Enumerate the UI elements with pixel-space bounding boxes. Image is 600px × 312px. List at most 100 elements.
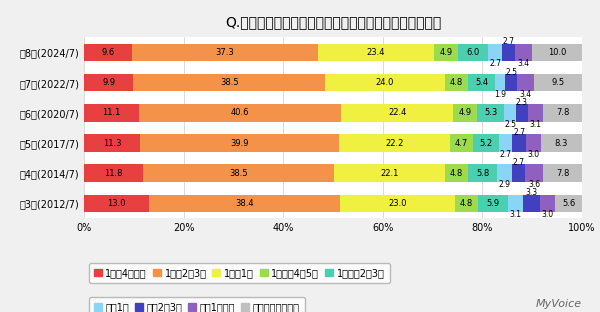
- Bar: [469, 74, 496, 91]
- Text: 23.4: 23.4: [367, 48, 385, 57]
- Text: 24.0: 24.0: [376, 78, 394, 87]
- Text: 3.4: 3.4: [520, 90, 532, 99]
- Bar: [84, 134, 140, 152]
- Text: 11.8: 11.8: [104, 169, 122, 178]
- Text: 4.9: 4.9: [440, 48, 453, 57]
- Bar: [140, 134, 339, 152]
- Text: 3.1: 3.1: [509, 210, 521, 219]
- Bar: [523, 195, 539, 212]
- Text: 22.4: 22.4: [388, 108, 406, 117]
- Text: 4.8: 4.8: [460, 199, 473, 208]
- Bar: [340, 195, 455, 212]
- Text: 2.7: 2.7: [489, 60, 501, 68]
- Bar: [339, 134, 449, 152]
- Text: 9.9: 9.9: [102, 78, 115, 87]
- Bar: [508, 195, 523, 212]
- Text: 40.6: 40.6: [231, 108, 250, 117]
- Bar: [515, 44, 532, 61]
- Bar: [517, 74, 534, 91]
- Bar: [434, 44, 458, 61]
- Text: 13.0: 13.0: [107, 199, 125, 208]
- Bar: [497, 164, 512, 182]
- Text: 4.8: 4.8: [450, 78, 463, 87]
- Bar: [526, 134, 541, 152]
- Bar: [133, 74, 325, 91]
- Bar: [84, 44, 132, 61]
- Text: 2.7: 2.7: [512, 158, 524, 167]
- Bar: [445, 164, 469, 182]
- Text: 11.3: 11.3: [103, 139, 121, 148]
- Bar: [554, 195, 583, 212]
- Text: 5.3: 5.3: [484, 108, 497, 117]
- Text: 3.6: 3.6: [528, 180, 540, 189]
- Bar: [512, 134, 526, 152]
- Text: 38.5: 38.5: [220, 78, 238, 87]
- Bar: [149, 195, 340, 212]
- Text: 1.9: 1.9: [494, 90, 506, 99]
- Text: 3.4: 3.4: [518, 60, 530, 68]
- Text: 3.0: 3.0: [527, 150, 539, 159]
- Bar: [449, 134, 473, 152]
- Text: 3.3: 3.3: [526, 188, 538, 197]
- Bar: [473, 134, 499, 152]
- Bar: [458, 44, 488, 61]
- Text: 23.0: 23.0: [388, 199, 406, 208]
- Bar: [84, 74, 133, 91]
- Bar: [132, 44, 317, 61]
- Text: 22.1: 22.1: [380, 169, 399, 178]
- Text: 7.8: 7.8: [556, 108, 569, 117]
- Bar: [543, 104, 582, 122]
- Text: 4.9: 4.9: [458, 108, 472, 117]
- Text: 5.4: 5.4: [475, 78, 488, 87]
- Text: 7.8: 7.8: [556, 169, 569, 178]
- Bar: [143, 164, 334, 182]
- Bar: [317, 44, 434, 61]
- Text: 8.3: 8.3: [554, 139, 568, 148]
- Bar: [334, 164, 445, 182]
- Bar: [528, 104, 543, 122]
- Bar: [502, 44, 515, 61]
- Text: 3.0: 3.0: [541, 210, 553, 219]
- Bar: [84, 195, 149, 212]
- Bar: [525, 164, 543, 182]
- Bar: [453, 104, 478, 122]
- Text: 2.7: 2.7: [513, 128, 525, 137]
- Text: 2.7: 2.7: [503, 37, 515, 46]
- Text: 2.3: 2.3: [516, 98, 528, 107]
- Text: 3.1: 3.1: [529, 120, 541, 129]
- Text: 5.8: 5.8: [476, 169, 490, 178]
- Text: 9.6: 9.6: [101, 48, 115, 57]
- Bar: [541, 134, 582, 152]
- Text: 5.2: 5.2: [479, 139, 493, 148]
- Bar: [539, 195, 554, 212]
- Text: 4.8: 4.8: [450, 169, 463, 178]
- Text: 2.7: 2.7: [500, 150, 512, 159]
- Bar: [488, 44, 502, 61]
- Text: 4.7: 4.7: [455, 139, 468, 148]
- Text: 5.9: 5.9: [487, 199, 500, 208]
- Text: 37.3: 37.3: [215, 48, 234, 57]
- Bar: [341, 104, 453, 122]
- Bar: [445, 74, 469, 91]
- Legend: 週に1回, 月に2～3回, 月に1回以下, まったく飲まない: 週に1回, 月に2～3回, 月に1回以下, まったく飲まない: [89, 297, 305, 312]
- Text: 22.2: 22.2: [385, 139, 403, 148]
- Bar: [84, 164, 143, 182]
- Bar: [469, 164, 497, 182]
- Bar: [504, 104, 516, 122]
- Text: 39.9: 39.9: [230, 139, 249, 148]
- Text: 5.6: 5.6: [562, 199, 575, 208]
- Bar: [139, 104, 341, 122]
- Title: Q.ふだん、コーヒーをどのくらいの頻度で飲みますか？: Q.ふだん、コーヒーをどのくらいの頻度で飲みますか？: [225, 15, 441, 29]
- Bar: [532, 44, 582, 61]
- Text: 9.5: 9.5: [551, 78, 565, 87]
- Bar: [543, 164, 582, 182]
- Bar: [478, 104, 504, 122]
- Bar: [512, 164, 525, 182]
- Text: 11.1: 11.1: [103, 108, 121, 117]
- Bar: [534, 74, 581, 91]
- Text: 6.0: 6.0: [467, 48, 480, 57]
- Bar: [496, 74, 505, 91]
- Bar: [325, 74, 445, 91]
- Text: 38.5: 38.5: [229, 169, 248, 178]
- Text: 38.4: 38.4: [235, 199, 254, 208]
